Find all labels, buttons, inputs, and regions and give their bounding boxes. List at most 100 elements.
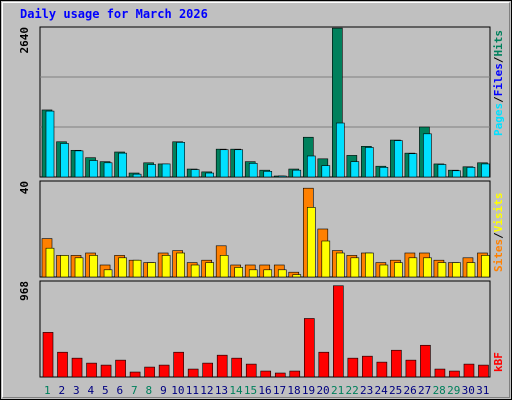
kbytes-bar: [420, 344, 431, 378]
legend-entry: F: [492, 352, 505, 359]
x-tick-label: 16: [258, 384, 271, 397]
x-tick-label: 11: [186, 384, 199, 397]
y-max-label: 2640: [18, 27, 31, 54]
kbytes-bar: [71, 357, 83, 378]
kbytes-bar: [173, 351, 184, 378]
legend-entry: /: [492, 232, 505, 239]
visits-bar: [161, 255, 171, 278]
pages-bar: [277, 175, 287, 178]
visits-bar: [176, 252, 185, 278]
kbytes-bar: [303, 318, 315, 378]
pages-bar: [481, 163, 490, 178]
visits-bar: [292, 274, 302, 278]
pages-bar: [205, 172, 214, 178]
x-tick-label: 6: [117, 384, 124, 397]
pages-bar: [234, 149, 244, 178]
pages-bar: [379, 167, 389, 178]
visits-bar: [437, 262, 447, 278]
visits-bar: [452, 262, 461, 278]
kbytes-bar: [115, 359, 126, 378]
x-tick-label: 9: [160, 384, 167, 397]
x-tick-label: 14: [229, 384, 243, 397]
pages-bar: [336, 122, 345, 178]
visits-bar: [103, 269, 113, 278]
kbytes-bar: [216, 354, 228, 378]
kbytes-bar: [231, 357, 243, 378]
pages-bar: [118, 152, 127, 178]
x-tick-label: 30: [462, 384, 475, 397]
x-tick-label: 4: [87, 384, 94, 397]
visits-bar: [277, 269, 287, 278]
pages-bar: [176, 142, 185, 178]
x-tick-label: 13: [215, 384, 228, 397]
x-tick-label: 20: [316, 384, 329, 397]
kbytes-bar: [245, 363, 257, 378]
x-tick-label: 24: [375, 384, 389, 397]
x-tick-label: 23: [360, 384, 373, 397]
x-tick-label: 25: [389, 384, 402, 397]
pages-bar: [365, 147, 374, 178]
kbytes-bar: [57, 351, 68, 378]
visits-bar: [60, 255, 69, 278]
kbytes-bar: [202, 362, 213, 378]
x-tick-label: 29: [447, 384, 460, 397]
visits-bar: [118, 257, 127, 278]
pages-bar: [219, 149, 229, 178]
kbytes-bar: [434, 368, 446, 378]
x-tick-label: 3: [73, 384, 80, 397]
pages-bar: [394, 140, 403, 178]
x-tick-label: 28: [433, 384, 446, 397]
kbytes-bar: [391, 349, 402, 378]
visits-bar: [481, 255, 490, 278]
x-tick-label: 8: [146, 384, 153, 397]
visits-bar: [190, 264, 200, 278]
legend-entry: Hits: [492, 30, 505, 57]
pages-bar: [292, 169, 302, 178]
pages-bar: [190, 169, 200, 178]
visits-bar: [248, 269, 258, 278]
x-tick-label: 19: [302, 384, 315, 397]
y-max-label: 968: [18, 281, 31, 301]
legend-entry: Pages: [492, 103, 505, 136]
legend-3: kBF: [492, 352, 505, 372]
kbytes-bar: [100, 364, 112, 378]
pages-bar: [306, 155, 316, 178]
kbytes-bar: [333, 285, 344, 378]
visits-bar: [234, 267, 244, 278]
visits-bar: [263, 269, 273, 278]
pages-bar: [147, 164, 156, 178]
pages-bar: [248, 163, 258, 178]
legend-entry: Files: [492, 63, 505, 96]
pages-bar: [408, 153, 418, 178]
pages-bar: [103, 162, 113, 178]
kbytes-bar: [478, 364, 489, 378]
legend-entry: /: [492, 96, 505, 103]
x-tick-label: 17: [273, 384, 286, 397]
x-tick-label: 26: [404, 384, 417, 397]
pages-bar: [466, 167, 476, 178]
kbytes-bar: [463, 363, 475, 378]
kbytes-bar: [362, 355, 373, 378]
kbytes-bar: [260, 370, 272, 378]
kbytes-bar: [347, 357, 359, 378]
visits-bar: [394, 262, 403, 278]
pages-bar: [321, 165, 331, 178]
chart-title: Daily usage for March 2026: [20, 7, 208, 21]
x-tick-label: 7: [131, 384, 138, 397]
visits-bar: [74, 257, 84, 278]
x-tick-label: 10: [171, 384, 184, 397]
visits-bar: [336, 252, 345, 278]
x-tick-label: 1: [44, 384, 51, 397]
visits-bar: [466, 262, 476, 278]
x-tick-label: 21: [331, 384, 344, 397]
pages-bar: [423, 133, 432, 178]
pages-bar: [132, 173, 142, 178]
x-tick-label: 2: [58, 384, 65, 397]
kbytes-bar: [318, 351, 330, 378]
visits-bar: [408, 257, 418, 278]
legend-entry: Visits: [492, 193, 505, 233]
pages-bar: [263, 171, 273, 178]
legend-entry: /: [492, 56, 505, 63]
visits-bar: [350, 257, 360, 278]
